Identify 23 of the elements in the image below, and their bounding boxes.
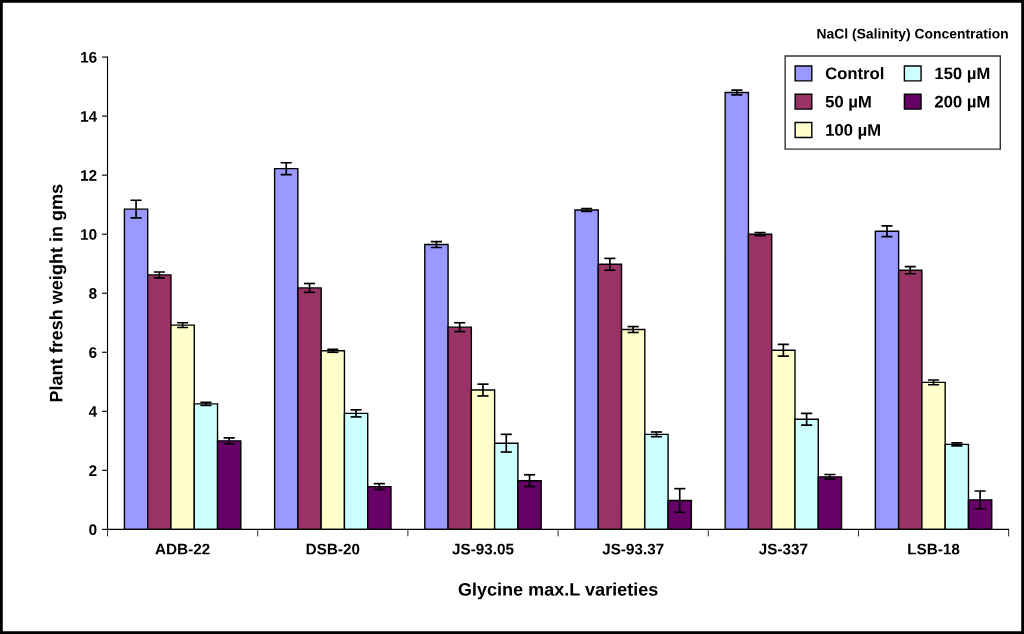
y-tick-label: 4 [88,406,98,417]
y-tick-label: 14 [81,111,98,122]
legend-label: 150 µM [935,67,990,83]
y-tick-label: 8 [89,288,97,299]
x-tick-label: ADB-22 [155,543,210,555]
y-tick-label: 10 [81,229,97,240]
x-tick-label: JS-93.37 [602,543,664,555]
x-tick-label: DSB-20 [306,543,360,555]
x-tick-label: LSB-18 [908,543,960,555]
x-tick-label: JS-337 [758,543,808,555]
legend-label: Control [825,67,884,80]
y-tick-label: 0 [89,524,97,536]
y-tick-label: 12 [81,170,97,181]
y-tick-label: 2 [89,465,97,476]
legend-label: 50 µM [825,95,871,111]
legend-title: NaCl (Salinity) Concentration [817,28,1008,42]
y-tick-label: 6 [89,347,97,358]
x-tick-label: JS-93.05 [452,543,514,555]
legend-label: 200 µM [934,95,990,111]
legend-label: 100 µM [826,124,880,140]
x-axis-title: Glycine max.L varieties [458,582,658,600]
y-axis-title: Plant fresh weight in gms [49,184,67,402]
y-tick-label: 16 [81,51,97,63]
